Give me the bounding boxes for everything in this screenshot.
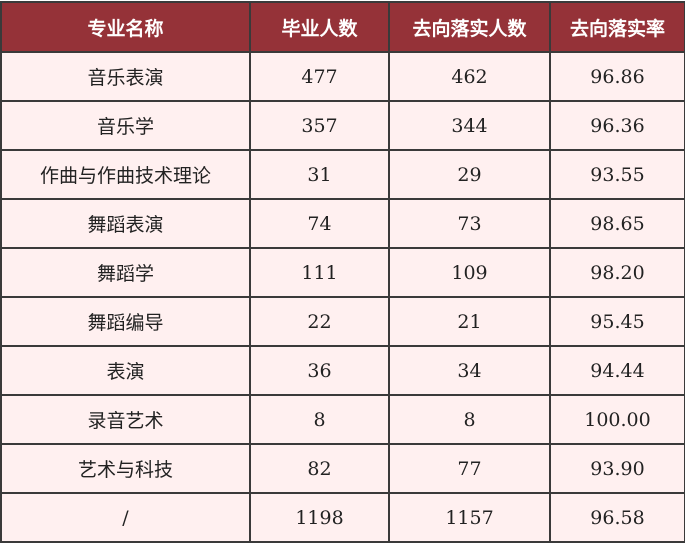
table-cell: 77 xyxy=(388,443,551,494)
table-cell: 22 xyxy=(249,296,390,347)
table-row: 艺术与科技 82 77 93.90 xyxy=(0,443,685,494)
table-cell: 34 xyxy=(388,345,551,396)
table-cell: 73 xyxy=(388,198,551,249)
table-cell: 357 xyxy=(249,100,390,151)
table-cell: 录音艺术 xyxy=(0,394,251,445)
table-row: /1198 1157 96.58 xyxy=(0,492,685,543)
table-row: 舞蹈表演 74 73 98.65 xyxy=(0,198,685,249)
table-cell: 音乐表演 xyxy=(0,51,251,102)
table-cell: 艺术与科技 xyxy=(0,443,251,494)
table-row: 舞蹈学 111 109 98.20 xyxy=(0,247,685,298)
table-row: 音乐表演 477 462 96.86 xyxy=(0,51,685,102)
table-cell: 96.86 xyxy=(549,51,685,102)
header-row: 专业名称 毕业人数 去向落实人数 去向落实率 xyxy=(0,1,685,53)
table-cell: 8 xyxy=(388,394,551,445)
column-header: 去向落实率 xyxy=(549,1,685,53)
table-cell: 111 xyxy=(249,247,390,298)
table-row: 音乐学 357 344 96.36 xyxy=(0,100,685,151)
table-cell: 31 xyxy=(249,149,390,200)
table-cell: 表演 xyxy=(0,345,251,396)
column-header: 毕业人数 xyxy=(249,1,390,53)
table-row: 作曲与作曲技术理论 31 29 93.55 xyxy=(0,149,685,200)
table-cell: 477 xyxy=(249,51,390,102)
table-cell: 29 xyxy=(388,149,551,200)
table-cell: 74 xyxy=(249,198,390,249)
column-header: 专业名称 xyxy=(0,1,251,53)
table-cell: 96.58 xyxy=(549,492,685,543)
table-cell: 93.90 xyxy=(549,443,685,494)
table-cell: 舞蹈编导 xyxy=(0,296,251,347)
table-cell: 98.65 xyxy=(549,198,685,249)
table-cell: 36 xyxy=(249,345,390,396)
table-cell: 93.55 xyxy=(549,149,685,200)
table-cell: 作曲与作曲技术理论 xyxy=(0,149,251,200)
table-cell: 8 xyxy=(249,394,390,445)
table-cell: 94.44 xyxy=(549,345,685,396)
table-cell: 舞蹈表演 xyxy=(0,198,251,249)
table-row: 舞蹈编导 22 21 95.45 xyxy=(0,296,685,347)
table-cell: 82 xyxy=(249,443,390,494)
table-cell: 21 xyxy=(388,296,551,347)
table-cell: 舞蹈学 xyxy=(0,247,251,298)
table-cell: 100.00 xyxy=(549,394,685,445)
table-cell: 96.36 xyxy=(549,100,685,151)
table-cell: 98.20 xyxy=(549,247,685,298)
table-cell: 462 xyxy=(388,51,551,102)
table-cell: 95.45 xyxy=(549,296,685,347)
table-row: 表演 36 34 94.44 xyxy=(0,345,685,396)
table-cell: 1157 xyxy=(388,492,551,543)
column-header: 去向落实人数 xyxy=(388,1,551,53)
table-cell: 1198 xyxy=(249,492,390,543)
table-row: 录音艺术 8 8 100.00 xyxy=(0,394,685,445)
table-cell: 344 xyxy=(388,100,551,151)
table-cell: / xyxy=(0,492,251,543)
table-cell: 音乐学 xyxy=(0,100,251,151)
table-cell: 109 xyxy=(388,247,551,298)
